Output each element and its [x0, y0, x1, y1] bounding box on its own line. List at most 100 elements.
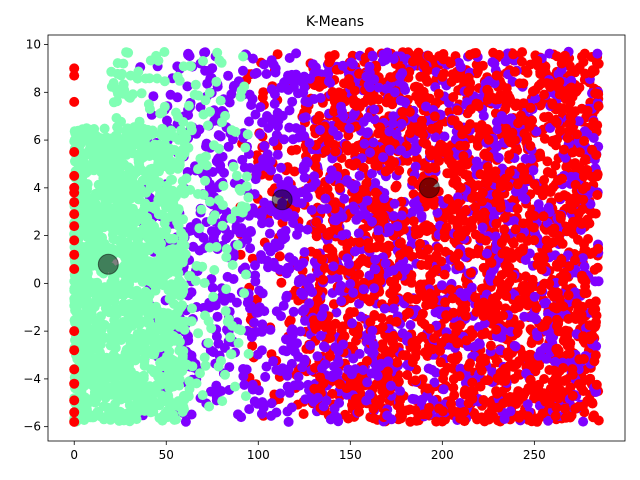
- data-point: [302, 224, 313, 235]
- data-point: [539, 175, 550, 185]
- data-point: [473, 243, 484, 254]
- data-point: [591, 379, 602, 390]
- data-point: [430, 132, 441, 143]
- data-point: [573, 116, 584, 127]
- data-point: [563, 126, 574, 137]
- data-point: [407, 337, 418, 348]
- data-point: [283, 176, 294, 187]
- data-point: [260, 371, 271, 382]
- data-point: [337, 211, 348, 222]
- data-point: [518, 78, 529, 89]
- data-point: [289, 380, 300, 391]
- data-point: [257, 319, 268, 330]
- data-point: [394, 261, 405, 272]
- data-point: [508, 361, 519, 372]
- data-point: [148, 91, 159, 102]
- data-point: [318, 341, 329, 352]
- data-point: [259, 59, 270, 70]
- data-point: [328, 252, 339, 263]
- data-point: [460, 140, 470, 151]
- data-point: [589, 66, 600, 77]
- data-point: [341, 383, 352, 394]
- data-point: [349, 246, 360, 257]
- data-point: [482, 173, 493, 184]
- data-point: [361, 356, 372, 366]
- data-point: [465, 119, 476, 130]
- data-point: [529, 179, 540, 190]
- data-point: [458, 151, 469, 161]
- data-point: [510, 250, 520, 261]
- data-point: [559, 50, 570, 61]
- data-point: [395, 386, 406, 397]
- data-point: [288, 76, 299, 87]
- data-point: [404, 106, 415, 117]
- data-point: [339, 78, 349, 89]
- data-point: [256, 345, 267, 356]
- data-point: [590, 208, 601, 219]
- data-point: [409, 82, 420, 93]
- data-point: [298, 409, 309, 419]
- data-point: [557, 173, 568, 184]
- data-point: [471, 98, 482, 109]
- data-point: [551, 402, 562, 413]
- data-point: [329, 215, 340, 226]
- data-point: [369, 104, 380, 115]
- data-point: [514, 320, 525, 331]
- data-point: [207, 282, 218, 293]
- data-point: [477, 187, 488, 198]
- data-point: [250, 276, 261, 287]
- data-point: [296, 124, 307, 135]
- data-point: [247, 384, 258, 395]
- data-point: [252, 163, 263, 174]
- data-point: [558, 363, 569, 373]
- data-point: [539, 253, 549, 264]
- data-point: [281, 292, 292, 303]
- data-point: [349, 307, 359, 318]
- data-point: [315, 125, 325, 135]
- data-point: [407, 393, 418, 404]
- data-point: [410, 405, 421, 416]
- data-point: [258, 154, 268, 165]
- data-point: [300, 315, 310, 326]
- data-point: [388, 303, 399, 314]
- data-point: [435, 357, 446, 368]
- data-point: [281, 346, 292, 357]
- data-point: [546, 168, 557, 179]
- data-point: [182, 81, 193, 92]
- data-point: [491, 70, 502, 81]
- data-point: [365, 147, 375, 158]
- data-point: [291, 48, 302, 59]
- data-point: [310, 161, 321, 171]
- data-point: [563, 313, 574, 324]
- data-point: [304, 138, 315, 149]
- data-point: [532, 55, 543, 66]
- data-point: [544, 278, 555, 289]
- data-point: [573, 306, 583, 317]
- data-point: [251, 307, 262, 318]
- data-point: [286, 402, 297, 413]
- data-point: [407, 357, 418, 368]
- data-point: [186, 225, 197, 236]
- data-point: [377, 385, 388, 396]
- data-point: [593, 58, 604, 69]
- data-point: [302, 192, 313, 203]
- data-point: [297, 306, 308, 317]
- data-point: [490, 173, 501, 184]
- data-point: [475, 381, 486, 392]
- data-point: [508, 49, 519, 60]
- data-point: [305, 340, 316, 351]
- data-point: [331, 307, 342, 318]
- data-point: [379, 303, 390, 314]
- data-point: [211, 156, 222, 167]
- data-point: [438, 68, 449, 79]
- data-point: [512, 179, 523, 190]
- data-point: [394, 165, 405, 176]
- data-point: [535, 69, 546, 79]
- data-point: [574, 62, 585, 73]
- data-point: [453, 120, 464, 131]
- data-point: [259, 197, 270, 208]
- data-point: [561, 226, 572, 237]
- data-point: [348, 160, 359, 171]
- data-point: [244, 116, 254, 127]
- data-point: [262, 255, 272, 266]
